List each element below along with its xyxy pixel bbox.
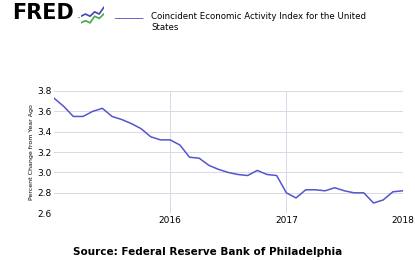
Text: Coincident Economic Activity Index for the United
States: Coincident Economic Activity Index for t… (151, 12, 366, 32)
Y-axis label: Percent Change from Year Ago: Percent Change from Year Ago (29, 104, 34, 200)
Text: .: . (77, 8, 81, 21)
Text: FRED: FRED (12, 3, 74, 23)
Text: ─────: ───── (114, 14, 144, 24)
Text: Source: Federal Reserve Bank of Philadelphia: Source: Federal Reserve Bank of Philadel… (73, 248, 342, 257)
